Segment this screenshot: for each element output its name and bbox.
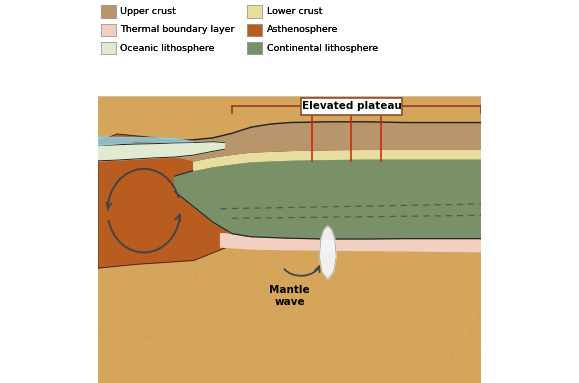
FancyBboxPatch shape [101, 24, 116, 36]
Text: Asthenosphere: Asthenosphere [266, 25, 338, 34]
Text: Lower crust: Lower crust [266, 7, 322, 16]
FancyBboxPatch shape [247, 24, 262, 36]
FancyBboxPatch shape [101, 42, 116, 54]
Text: Elevated plateau: Elevated plateau [302, 101, 401, 111]
Polygon shape [98, 142, 225, 161]
FancyBboxPatch shape [101, 42, 116, 54]
FancyBboxPatch shape [101, 5, 116, 18]
Text: Lower crust: Lower crust [266, 7, 322, 16]
Text: Thermal boundary layer: Thermal boundary layer [120, 25, 234, 34]
FancyBboxPatch shape [247, 5, 262, 18]
Text: Oceanic lithosphere: Oceanic lithosphere [120, 44, 215, 53]
FancyBboxPatch shape [247, 5, 262, 18]
FancyBboxPatch shape [101, 5, 116, 18]
Text: Upper crust: Upper crust [120, 7, 176, 16]
Text: Continental lithosphere: Continental lithosphere [266, 44, 378, 53]
Bar [98, 96, 481, 383]
Text: Thermal boundary layer: Thermal boundary layer [120, 25, 234, 34]
Polygon shape [117, 122, 481, 161]
Text: Oceanic lithosphere: Oceanic lithosphere [120, 44, 215, 53]
Polygon shape [98, 134, 251, 268]
FancyBboxPatch shape [101, 24, 116, 36]
Bar [98, 0, 481, 96]
FancyBboxPatch shape [247, 42, 262, 54]
Polygon shape [194, 149, 481, 170]
FancyBboxPatch shape [247, 42, 262, 54]
Text: Mantle
wave: Mantle wave [269, 285, 310, 307]
Text: Asthenosphere: Asthenosphere [266, 25, 338, 34]
Text: Continental lithosphere: Continental lithosphere [266, 44, 378, 53]
Polygon shape [221, 234, 481, 252]
FancyBboxPatch shape [302, 98, 402, 115]
Polygon shape [175, 159, 481, 239]
FancyBboxPatch shape [247, 24, 262, 36]
Polygon shape [98, 137, 194, 146]
Polygon shape [320, 226, 336, 280]
Text: Upper crust: Upper crust [120, 7, 176, 16]
